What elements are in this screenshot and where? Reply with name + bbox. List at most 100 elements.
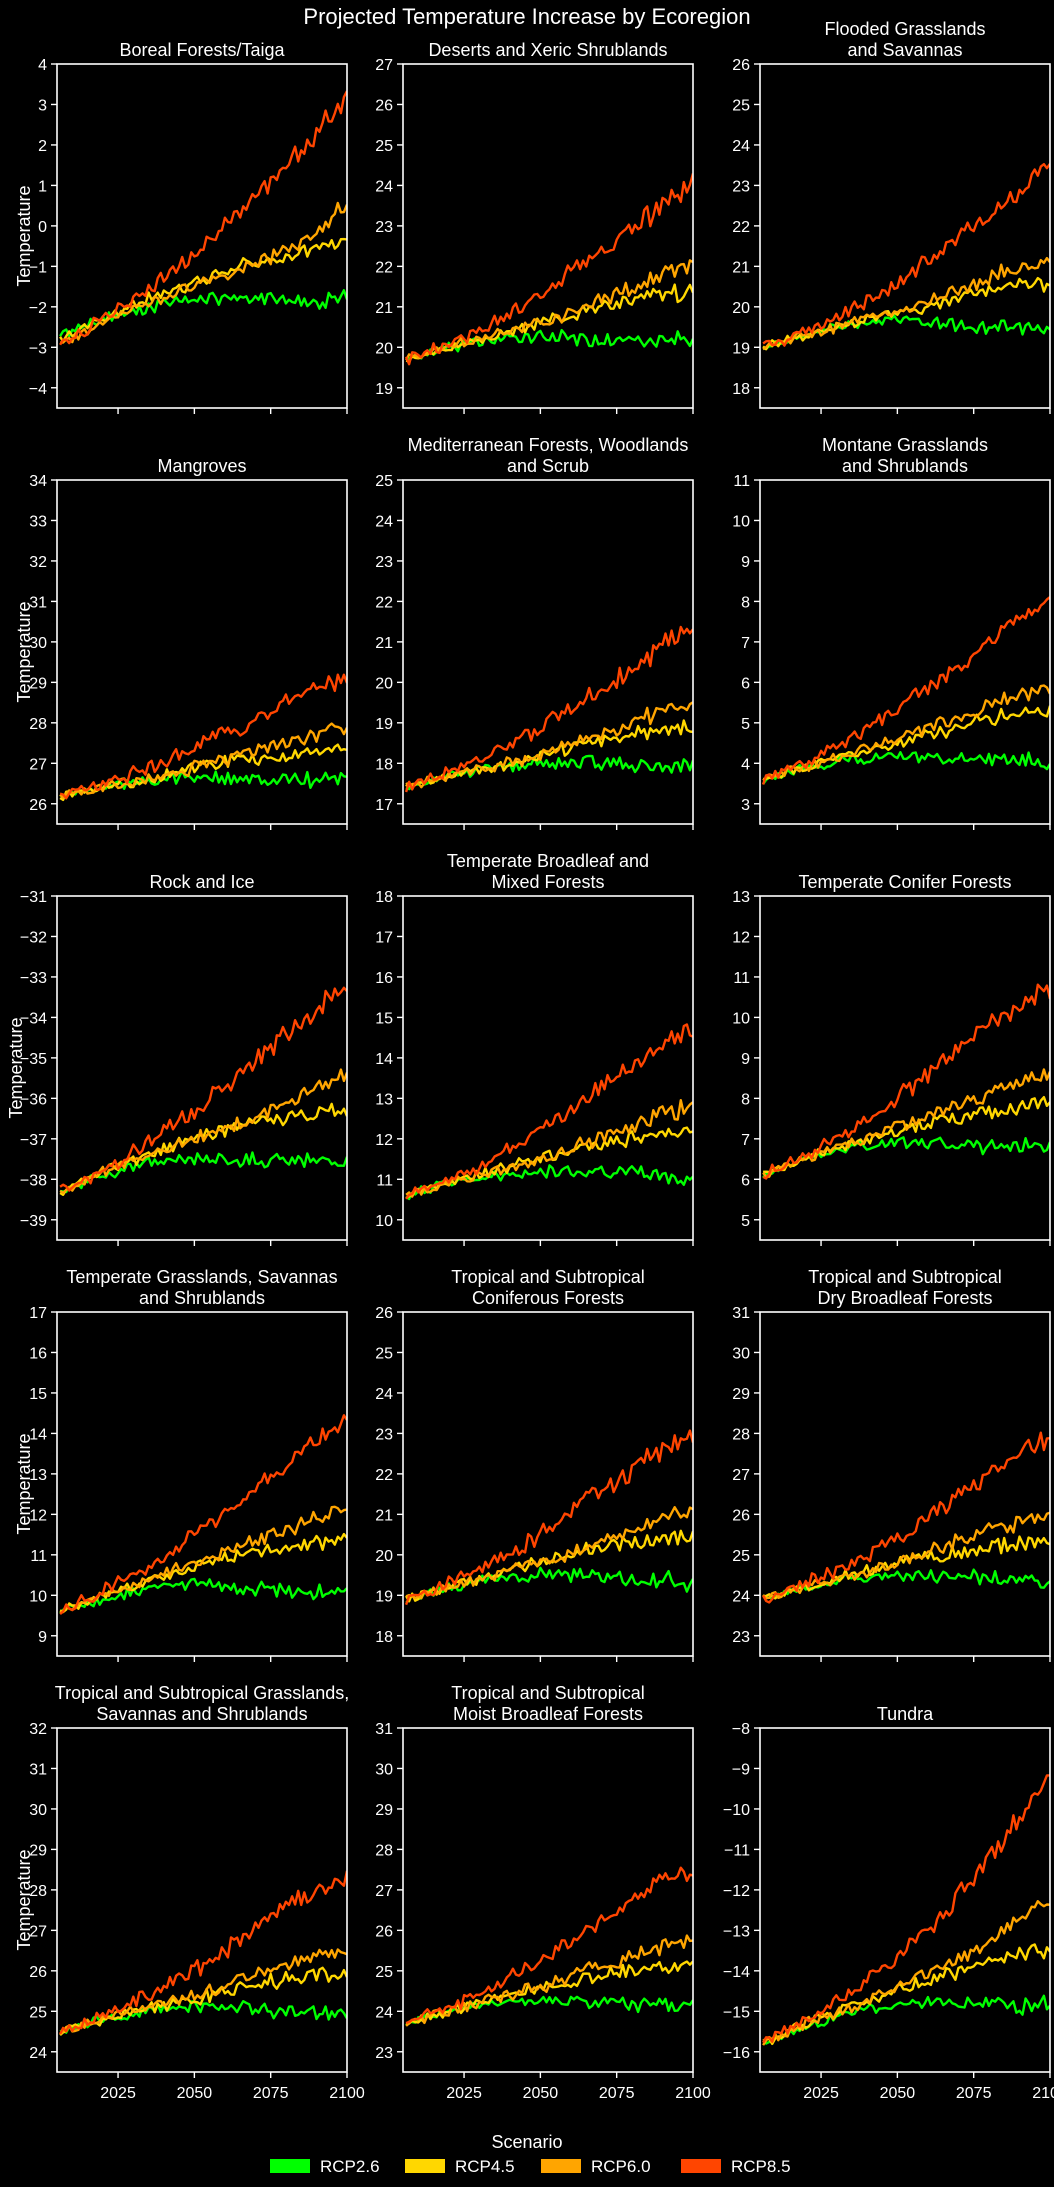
y-tick-label: 6: [741, 1172, 750, 1189]
y-tick-label: 25: [375, 138, 393, 155]
y-tick-label: −34: [20, 1010, 47, 1027]
series-group: [59, 90, 347, 346]
x-tick-label: 2100: [329, 2085, 365, 2102]
y-tick-label: 20: [732, 300, 750, 317]
y-tick-label: 30: [29, 1802, 47, 1819]
y-tick-label: 28: [732, 1426, 750, 1443]
panel-title: Mediterranean Forests, Woodlands: [408, 435, 689, 455]
legend-label-rcp4-5: RCP4.5: [455, 2157, 515, 2176]
y-tick-label: 18: [375, 1629, 393, 1646]
panel-title: Temperate Grasslands, Savannas: [66, 1267, 337, 1287]
panel-title: Mixed Forests: [491, 872, 604, 892]
y-tick-label: −32: [20, 929, 47, 946]
series-line-rcp8-5: [762, 162, 1050, 347]
panels-grid: Boreal Forests/Taiga−4−3−2−101234Tempera…: [6, 19, 1054, 2102]
y-tick-label: 11: [376, 1172, 393, 1189]
y-tick-label: 16: [375, 970, 393, 987]
y-tick-label: 25: [375, 473, 393, 490]
y-tick-label: 28: [375, 1842, 393, 1859]
plot-frame: [402, 1311, 694, 1657]
y-tick-label: 11: [733, 473, 750, 490]
y-tick-label: 18: [732, 381, 750, 398]
series-group: [762, 1774, 1050, 2046]
y-tick-label: 0: [38, 219, 47, 236]
y-tick-label: 1: [38, 178, 47, 195]
panel-deserts-and-xeric-shrublands: Deserts and Xeric Shrublands 19 20 21 22 23 24…: [375, 40, 694, 414]
y-tick-label: 31: [29, 594, 47, 611]
y-tick-label: 26: [375, 1305, 393, 1322]
y-tick-label: 24: [732, 138, 750, 155]
y-tick-label: 18: [375, 889, 393, 906]
y-tick-label: 21: [375, 1507, 393, 1524]
y-tick-label: −16: [723, 2045, 750, 2062]
y-tick-label: 21: [375, 635, 393, 652]
panel-tundra: Tundra −16 −15 −14 −13 −12 −11 −10 −9 −8 2025 2050 2…: [723, 1704, 1054, 2102]
series-line-rcp2-6: [59, 1577, 347, 1615]
plot-frame: [56, 63, 348, 409]
legend-label-rcp6-0: RCP6.0: [591, 2157, 651, 2176]
plot-frame: [759, 895, 1051, 1241]
y-tick-label: −13: [723, 1923, 750, 1940]
series-line-rcp4-5: [762, 1535, 1050, 1600]
series-line-rcp6-0: [60, 201, 347, 344]
y-tick-label: 12: [29, 1507, 47, 1524]
panel-title: and Shrublands: [139, 1288, 265, 1308]
series-line-rcp4-5: [762, 1943, 1050, 2046]
y-tick-label: 9: [38, 1629, 47, 1646]
legend-label-rcp8-5: RCP8.5: [731, 2157, 791, 2176]
panel-title: Tropical and Subtropical Grasslands,: [55, 1683, 349, 1703]
panel-title: and Shrublands: [842, 456, 968, 476]
series-line-rcp8-5: [404, 173, 693, 366]
series-line-rcp2-6: [405, 1995, 693, 2027]
plot-frame: [56, 1727, 348, 2073]
y-tick-label: 28: [29, 716, 47, 733]
series-line-rcp6-0: [405, 701, 693, 789]
series-line-rcp8-5: [762, 1431, 1050, 1604]
y-tick-label: 16: [29, 1345, 47, 1362]
series-group: [404, 625, 693, 793]
panel-title: Temperate Conifer Forests: [798, 872, 1011, 892]
y-tick-label: 22: [375, 259, 393, 276]
y-tick-label: −39: [20, 1213, 47, 1230]
y-tick-label: 22: [732, 219, 750, 236]
y-tick-label: 23: [375, 1426, 393, 1443]
y-tick-label: 31: [732, 1305, 750, 1322]
plot-frame: [759, 479, 1051, 825]
y-tick-label: 20: [375, 675, 393, 692]
series-line-rcp2-6: [405, 1566, 693, 1604]
panel-title: Dry Broadleaf Forests: [817, 1288, 992, 1308]
y-tick-label: 32: [29, 1721, 47, 1738]
y-tick-label: −9: [732, 1761, 750, 1778]
y-tick-label: 19: [375, 381, 393, 398]
y-tick-label: −31: [20, 889, 47, 906]
panel-title: Tundra: [877, 1704, 934, 1724]
y-axis-label: Temperature: [14, 185, 34, 286]
y-tick-label: 12: [732, 929, 750, 946]
y-tick-label: 25: [29, 2004, 47, 2021]
series-line-rcp4-5: [59, 743, 347, 802]
y-tick-label: 27: [29, 756, 47, 773]
y-tick-label: 20: [375, 340, 393, 357]
series-group: [762, 983, 1050, 1180]
y-tick-label: −3: [29, 340, 47, 357]
y-tick-label: 4: [38, 57, 47, 74]
y-tick-label: 23: [375, 219, 393, 236]
y-tick-label: −38: [20, 1172, 47, 1189]
y-axis-label: Temperature: [6, 1017, 26, 1118]
y-tick-label: 29: [29, 1842, 47, 1859]
y-tick-label: −12: [723, 1883, 750, 1900]
y-tick-label: 6: [741, 675, 750, 692]
y-tick-label: 17: [29, 1305, 47, 1322]
y-tick-label: −8: [732, 1721, 750, 1738]
y-axis-label: Temperature: [14, 1849, 34, 1950]
series-line-rcp4-5: [405, 719, 693, 788]
y-tick-label: 23: [732, 178, 750, 195]
y-tick-label: −1: [29, 259, 47, 276]
series-line-rcp4-5: [405, 1126, 693, 1200]
y-tick-label: 29: [375, 1802, 393, 1819]
panel-title: Coniferous Forests: [472, 1288, 624, 1308]
